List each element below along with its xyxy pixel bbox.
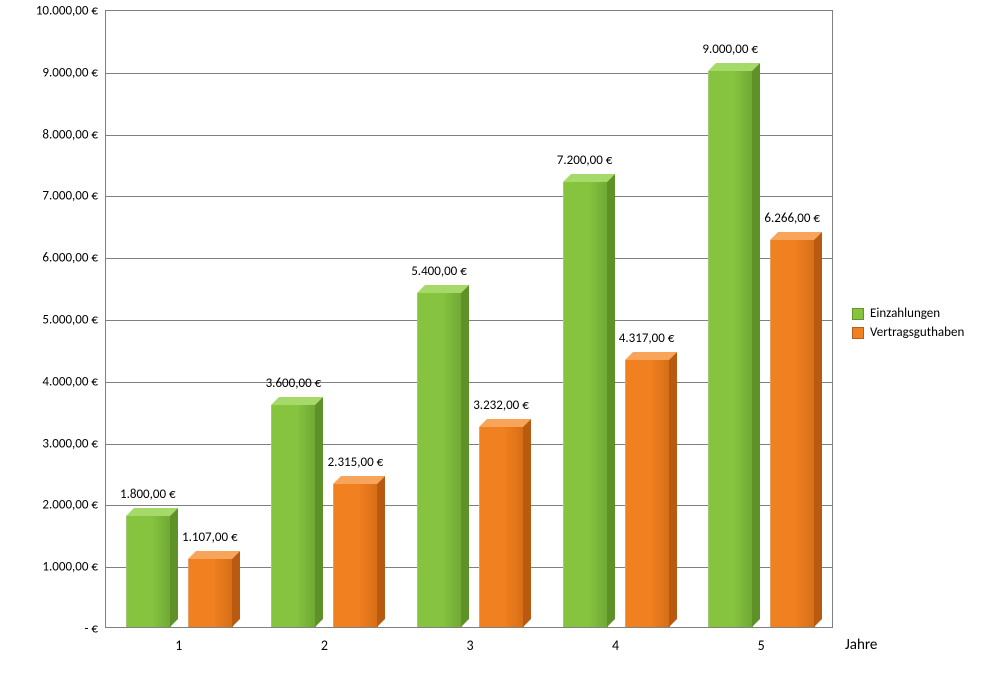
bar-side [523,419,531,627]
bar-einzahlungen: 7.200,00 € [563,182,607,627]
legend-swatch [852,327,864,339]
x-axis-title: Jahre [845,636,877,654]
data-label: 9.000,00 € [702,42,758,71]
x-tick-label: 2 [321,627,328,654]
bar-face [563,182,608,627]
bar-side [232,551,240,627]
x-tick-label: 4 [612,627,619,654]
data-label: 3.232,00 € [473,398,529,427]
legend-item: Vertragsguthaben [852,325,964,340]
legend-label: Vertragsguthaben [870,325,964,340]
bar-face [188,559,233,627]
x-tick-label: 1 [175,627,182,654]
bar-side [814,232,822,627]
legend-item: Einzahlungen [852,306,964,321]
data-label: 2.315,00 € [328,455,384,484]
legend-label: Einzahlungen [870,306,940,321]
plot-area: - €1.000,00 €2.000,00 €3.000,00 €4.000,0… [105,10,833,628]
x-tick-label: 3 [466,627,473,654]
bar-vertragsguthaben: 4.317,00 € [625,360,669,627]
bar-side [607,174,615,627]
bar-vertragsguthaben: 2.315,00 € [333,484,377,627]
bar-face [417,293,462,627]
bar-vertragsguthaben: 6.266,00 € [770,240,814,627]
y-tick-label: 3.000,00 € [42,436,106,451]
y-tick-label: 5.000,00 € [42,313,106,328]
y-tick-label: - € [84,622,106,637]
bar-face [479,427,524,627]
bar-face [271,405,316,627]
bar-einzahlungen: 3.600,00 € [271,405,315,627]
bar-einzahlungen: 5.400,00 € [417,293,461,627]
data-label: 1.800,00 € [120,487,176,516]
y-tick-label: 10.000,00 € [36,4,106,19]
data-label: 7.200,00 € [557,153,613,182]
y-tick-label: 8.000,00 € [42,127,106,142]
bar-face [126,516,171,627]
y-tick-label: 6.000,00 € [42,251,106,266]
y-tick-label: 7.000,00 € [42,189,106,204]
legend-swatch [852,308,864,320]
bar-side [461,285,469,627]
bar-side [170,508,178,627]
bar-face [708,71,753,627]
bar-face [625,360,670,627]
data-label: 1.107,00 € [182,530,238,559]
y-tick-label: 9.000,00 € [42,65,106,80]
bar-face [770,240,815,627]
bar-side [377,476,385,627]
data-label: 5.400,00 € [411,264,467,293]
bar-side [315,397,323,627]
x-tick-label: 5 [758,627,765,654]
bar-face [333,484,378,627]
bar-vertragsguthaben: 3.232,00 € [479,427,523,627]
y-tick-label: 1.000,00 € [42,560,106,575]
data-label: 4.317,00 € [619,331,675,360]
y-tick-label: 2.000,00 € [42,498,106,513]
bar-einzahlungen: 1.800,00 € [126,516,170,627]
y-tick-label: 4.000,00 € [42,374,106,389]
chart-root: - € 1.000,00 € 2.000,00 € 3.000,00 € 4.000,0… [0,0,1003,679]
bar-vertragsguthaben: 1.107,00 € [188,559,232,627]
bar-einzahlungen: 9.000,00 € [708,71,752,627]
data-label: 3.600,00 € [266,376,322,405]
legend: Einzahlungen Vertragsguthaben [852,302,964,344]
bar-side [752,63,760,627]
data-label: 6.266,00 € [764,211,820,240]
bar-side [669,352,677,627]
